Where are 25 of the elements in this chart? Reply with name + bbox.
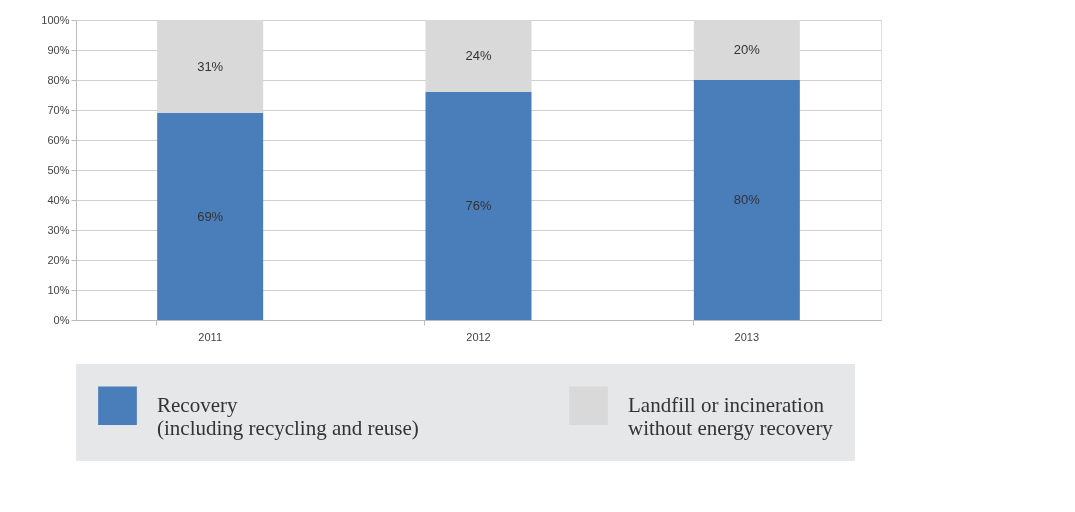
- data-label: 69%: [197, 208, 224, 224]
- data-label: 76%: [465, 198, 492, 213]
- y-tick-label: 90%: [47, 43, 70, 56]
- data-label: 31%: [197, 58, 224, 74]
- y-tick-label: 0%: [53, 313, 70, 326]
- y-tick-label: 100%: [41, 13, 70, 26]
- x-tick-label: 2013: [734, 330, 760, 343]
- data-label: 80%: [733, 192, 761, 207]
- y-tick-label: 60%: [47, 133, 70, 146]
- legend-label: Recovery (including recycling and reuse): [157, 392, 419, 440]
- bar: [693, 80, 800, 320]
- data-label: 24%: [465, 48, 492, 63]
- bar: [157, 113, 264, 320]
- legend-label: Landfill or incineration without energy recovery: [628, 392, 834, 440]
- x-tick-label: 2012: [466, 330, 491, 343]
- y-tick-label: 20%: [47, 253, 70, 266]
- x-tick-label: 2011: [198, 330, 222, 343]
- bar: [425, 92, 532, 320]
- y-tick-label: 40%: [47, 193, 70, 206]
- y-tick-label: 10%: [47, 283, 70, 296]
- y-tick-label: 30%: [47, 223, 70, 236]
- y-tick-label: 50%: [47, 163, 70, 176]
- y-tick-label: 70%: [47, 103, 70, 116]
- y-tick-label: 80%: [47, 73, 70, 86]
- data-label: 20%: [733, 42, 761, 57]
